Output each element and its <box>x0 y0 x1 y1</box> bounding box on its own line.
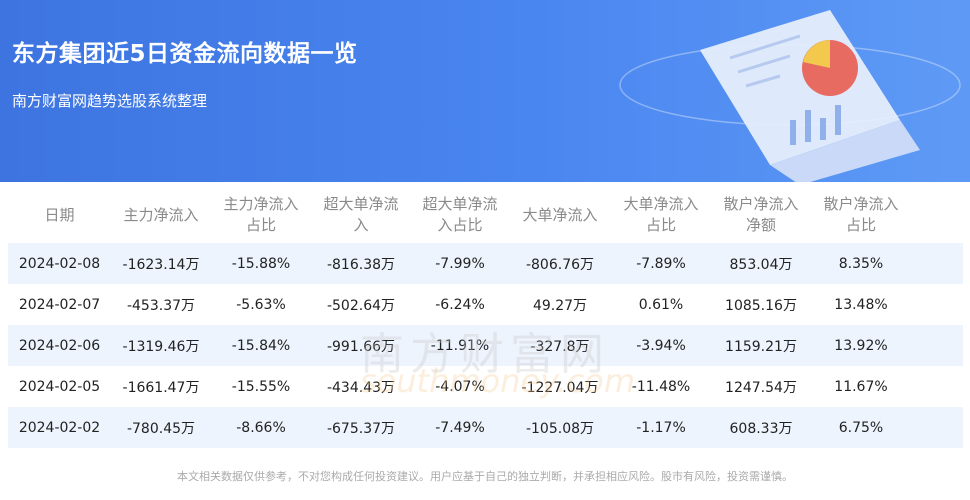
cell: 13.92% <box>834 337 888 354</box>
cell: -15.55% <box>231 378 291 395</box>
cell: 11.67% <box>834 378 888 395</box>
col-main-ratio: 主力净流入 占比 <box>223 195 299 234</box>
cell-date: 2024-02-08 <box>18 255 101 272</box>
cell-date: 2024-02-07 <box>18 296 101 313</box>
cell: 6.75% <box>838 419 884 436</box>
col-large-ratio: 大单净流入 占比 <box>623 195 699 234</box>
col-xl-inflow: 超大单净流 入 <box>323 195 399 234</box>
report-document-illustration <box>619 10 961 182</box>
cell: -816.38万 <box>326 256 396 273</box>
cell-date: 2024-02-06 <box>18 337 101 354</box>
table-row: 2024-02-06 -1319.46万 -15.84% -991.66万 -1… <box>8 325 963 366</box>
col-xl-ratio: 超大单净流 入占比 <box>422 195 498 234</box>
page-title: 东方集团近5日资金流向数据一览 <box>12 41 358 67</box>
cell: -1319.46万 <box>122 338 200 355</box>
table-body: 2024-02-08 -1623.14万 -15.88% -816.38万 -7… <box>8 243 963 448</box>
page-subtitle: 南方财富网趋势选股系统整理 <box>12 92 208 110</box>
cell: -1623.14万 <box>122 256 200 273</box>
cell: -453.37万 <box>126 297 196 314</box>
cell: -1227.04万 <box>521 379 599 396</box>
cell: -105.08万 <box>525 420 595 437</box>
cell: -1.17% <box>636 419 686 436</box>
col-retail-ratio: 散户净流入 占比 <box>823 195 899 234</box>
cell: 8.35% <box>838 255 884 272</box>
cell: -991.66万 <box>326 338 396 355</box>
disclaimer: 本文相关数据仅供参考，不对您构成任何投资建议。用户应基于自己的独立判断，并承担相… <box>177 470 793 483</box>
table-row: 2024-02-08 -1623.14万 -15.88% -816.38万 -7… <box>8 243 963 284</box>
cell: 1085.16万 <box>725 297 797 314</box>
table-header: 日期 主力净流入 主力净流入 占比 超大单净流 入 超大单净流 入占比 大单净流… <box>8 190 963 240</box>
cell-date: 2024-02-05 <box>18 378 101 395</box>
cell: -780.45万 <box>126 420 196 437</box>
table-row: 2024-02-05 -1661.47万 -15.55% -434.43万 -4… <box>8 366 963 407</box>
cell: 608.33万 <box>729 420 793 437</box>
cell: -502.64万 <box>326 297 396 314</box>
cell: 49.27万 <box>532 297 588 314</box>
table-row: 2024-02-07 -453.37万 -5.63% -502.64万 -6.2… <box>8 284 963 325</box>
header-banner: 东方集团近5日资金流向数据一览 南方财富网趋势选股系统整理 <box>0 0 970 182</box>
cell: 1247.54万 <box>725 379 797 396</box>
cell: 0.61% <box>638 296 684 313</box>
cell: -8.66% <box>236 419 286 436</box>
cell: -327.8万 <box>530 338 590 355</box>
cell: 853.04万 <box>729 256 793 273</box>
cell: -15.88% <box>231 255 291 272</box>
cell: -11.91% <box>430 337 490 354</box>
cell: -806.76万 <box>525 256 595 273</box>
cell: -4.07% <box>435 378 485 395</box>
col-main-inflow: 主力净流入 <box>123 205 199 224</box>
cell: -434.43万 <box>326 379 396 396</box>
col-date: 日期 <box>44 205 75 224</box>
col-retail-inflow: 散户净流入 净额 <box>723 195 799 234</box>
cell: 13.48% <box>834 296 888 313</box>
cell: -7.99% <box>435 255 485 272</box>
cell: -11.48% <box>631 378 691 395</box>
table-row: 2024-02-02 -780.45万 -8.66% -675.37万 -7.4… <box>8 407 963 448</box>
cell-date: 2024-02-02 <box>18 419 101 436</box>
cell: -15.84% <box>231 337 291 354</box>
col-large-inflow: 大单净流入 <box>522 205 598 224</box>
cell: -6.24% <box>435 296 485 313</box>
cell: -675.37万 <box>326 420 396 437</box>
cell: -1661.47万 <box>122 379 200 396</box>
cell: -7.89% <box>636 255 686 272</box>
cell: 1159.21万 <box>725 338 797 355</box>
cell: -3.94% <box>636 337 686 354</box>
cell: -7.49% <box>435 419 485 436</box>
cell: -5.63% <box>236 296 286 313</box>
